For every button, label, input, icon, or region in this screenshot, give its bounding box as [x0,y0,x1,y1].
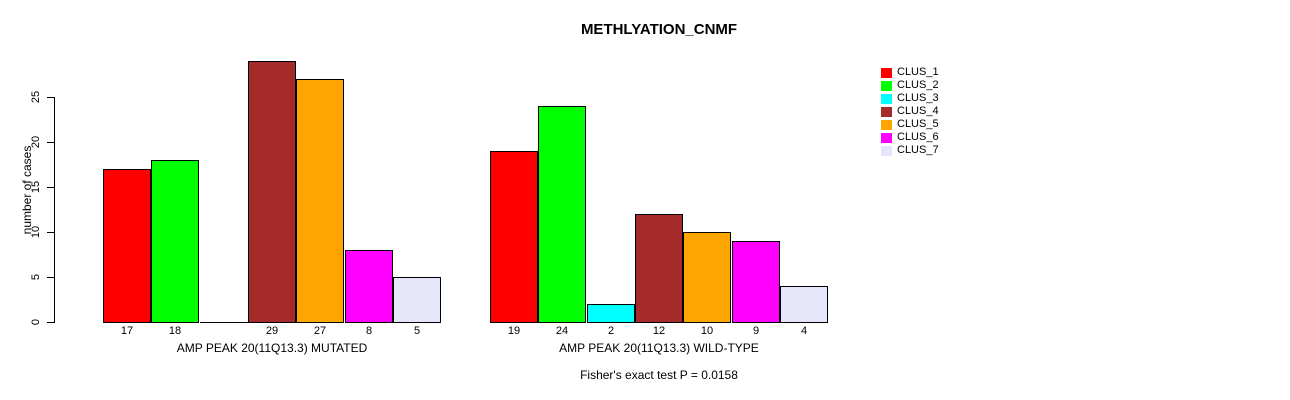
legend-item: CLUS_7 [881,144,939,157]
legend-label: CLUS_2 [897,79,939,91]
fisher-test-note: Fisher's exact test P = 0.0158 [580,368,738,382]
y-tick-label: 20 [30,135,42,149]
legend-swatch-clus_1 [881,67,892,78]
bar-clus_5 [296,79,344,323]
legend-label: CLUS_5 [897,118,939,130]
legend-item: CLUS_4 [881,105,939,118]
legend-item: CLUS_2 [881,79,939,92]
legend-item: CLUS_5 [881,118,939,131]
y-tick [47,97,54,98]
bar-clus_3 [587,304,635,323]
bar-value-label: 29 [265,325,279,337]
bar-clus_2 [538,106,586,323]
legend-swatch-clus_2 [881,80,892,91]
bar-value-label: 27 [313,325,327,337]
bar-clus_7 [393,277,441,323]
legend-swatch-clus_5 [881,119,892,130]
bar-value-label: 8 [365,325,373,337]
y-tick-label: 10 [30,225,42,239]
y-tick [47,277,54,278]
bar-clus_4 [635,214,683,323]
legend-item: CLUS_1 [881,66,939,79]
legend-label: CLUS_7 [897,144,939,156]
y-tick [47,322,54,323]
bar-clus_4 [248,61,296,323]
legend-item: CLUS_6 [881,131,939,144]
bar-value-label: 2 [607,325,615,337]
legend-swatch-clus_4 [881,106,892,117]
y-tick-label: 25 [30,90,42,104]
legend-swatch-clus_3 [881,93,892,104]
bar-value-label: 24 [555,325,569,337]
bar-clus_6 [732,241,780,323]
chart-title: METHLYATION_CNMF [580,21,738,38]
y-tick [47,187,54,188]
group-axis-label: AMP PEAK 20(11Q13.3) WILD-TYPE [559,341,759,355]
bar-value-label: 18 [168,325,182,337]
legend-item: CLUS_3 [881,92,939,105]
bar-value-label: 12 [652,325,666,337]
bar-clus_2 [151,160,199,323]
bar-clus_7 [780,286,828,323]
legend-label: CLUS_1 [897,66,939,78]
group-axis-label: AMP PEAK 20(11Q13.3) MUTATED [176,341,368,355]
bar-value-label: 9 [752,325,760,337]
bar-value-label: 4 [800,325,808,337]
bar-clus_5 [683,232,731,323]
legend-swatch-clus_6 [881,132,892,143]
y-axis-line [54,97,55,323]
y-tick [47,232,54,233]
bar-value-label: 5 [413,325,421,337]
legend-label: CLUS_4 [897,105,939,117]
y-tick-label: 0 [30,318,42,326]
y-tick-label: 5 [30,273,42,281]
bar-clus_6 [345,250,393,323]
bar-clus_1 [490,151,538,323]
bar-clus_3-zero [200,322,248,323]
bar-clus_1 [103,169,151,323]
bar-value-label: 19 [507,325,521,337]
bar-value-label: 10 [700,325,714,337]
legend-label: CLUS_3 [897,92,939,104]
y-tick-label: 15 [30,180,42,194]
bar-value-label: 17 [120,325,134,337]
y-tick [47,142,54,143]
legend: CLUS_1 CLUS_2 CLUS_3 CLUS_4 CLUS_5 CLUS_6 CLUS… [881,66,939,157]
legend-label: CLUS_6 [897,131,939,143]
legend-swatch-clus_7 [881,145,892,156]
